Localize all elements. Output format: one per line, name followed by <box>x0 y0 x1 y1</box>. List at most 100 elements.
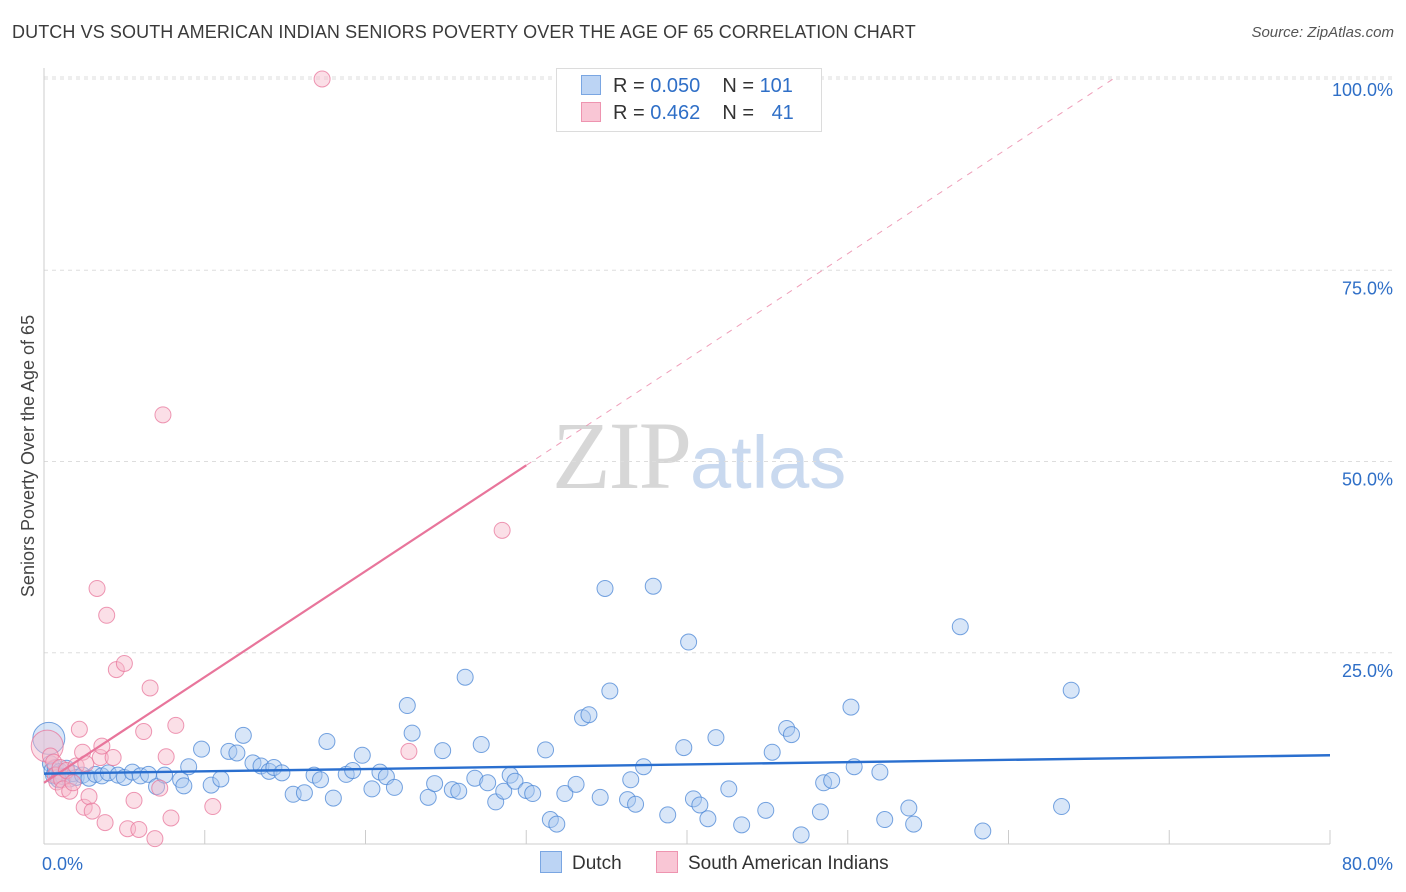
bottom-swatch-dutch <box>540 851 562 873</box>
sai-point <box>80 788 98 806</box>
bottom-legend-label-sai: South American Indians <box>688 853 889 874</box>
dutch-point <box>311 771 329 789</box>
bottom-legend-label-dutch: Dutch <box>572 853 622 874</box>
dutch-point <box>434 742 452 760</box>
dutch-point <box>273 764 291 782</box>
sai-point <box>154 406 172 424</box>
dutch-point <box>193 740 211 758</box>
dutch-point <box>622 771 640 789</box>
dutch-point <box>792 826 810 844</box>
y-tick-label: 100.0% <box>1332 80 1393 100</box>
sai-point <box>75 798 93 816</box>
dutch-point <box>202 776 220 794</box>
dutch-point <box>680 633 698 651</box>
legend-r-label-sai: R = <box>613 102 651 124</box>
sai-trend-extension <box>525 78 1114 466</box>
dutch-point <box>591 788 609 806</box>
legend-row-sai: R = 0.462 N = 41 <box>581 102 794 125</box>
dutch-point <box>212 770 230 788</box>
sai-point <box>130 820 148 838</box>
sai-point <box>88 579 106 597</box>
dutch-point <box>811 803 829 821</box>
dutch-point <box>398 697 416 715</box>
y-tick-label: 25.0% <box>1342 661 1393 681</box>
dutch-point <box>951 618 969 636</box>
watermark-atlas: atlas <box>690 421 847 504</box>
dutch-point <box>733 816 751 834</box>
bottom-swatch-sai <box>656 851 678 873</box>
dutch-point <box>763 743 781 761</box>
sai-point <box>146 830 164 848</box>
legend-n-label-sai: N = <box>722 102 760 124</box>
dutch-point <box>707 729 725 747</box>
sai-point <box>70 720 88 738</box>
x-tick-label: 80.0% <box>1342 854 1393 874</box>
dutch-point <box>344 762 362 780</box>
dutch-point <box>456 668 474 686</box>
dutch-point <box>234 726 252 744</box>
sai-point <box>54 780 72 798</box>
dutch-point <box>295 784 313 802</box>
dutch-point <box>472 736 490 754</box>
dutch-point <box>782 726 800 744</box>
dutch-point <box>1053 798 1071 816</box>
watermark-zip: ZIP <box>552 402 692 509</box>
legend-n-value-sai: 41 <box>771 102 794 124</box>
dutch-point <box>556 785 574 803</box>
legend-n-value-dutch: 101 <box>759 75 793 97</box>
dutch-point <box>419 788 437 806</box>
dutch-point <box>691 796 709 814</box>
dutch-point <box>385 778 403 796</box>
dutch-trend-line <box>43 754 1331 775</box>
bottom-legend-dutch: Dutch <box>540 851 622 875</box>
sai-point <box>83 802 101 820</box>
dutch-point <box>842 698 860 716</box>
dutch-point <box>318 732 336 750</box>
sai-point <box>125 791 143 809</box>
dutch-point <box>580 706 598 724</box>
dutch-point <box>1062 681 1080 699</box>
dutch-point <box>466 769 484 787</box>
source-label: Source: ZipAtlas.com <box>1251 24 1394 41</box>
dutch-point <box>495 782 513 800</box>
sai-point <box>162 809 180 827</box>
y-tick-label: 50.0% <box>1342 470 1393 490</box>
chart-title: DUTCH VS SOUTH AMERICAN INDIAN SENIORS P… <box>12 22 916 42</box>
sai-point <box>141 679 159 697</box>
sai-point <box>115 654 133 672</box>
legend-r-value-dutch: 0.050 <box>650 75 701 97</box>
dutch-point <box>876 811 894 829</box>
dutch-point <box>757 801 775 819</box>
sai-point <box>151 779 169 797</box>
watermark: ZIPatlas <box>552 400 846 511</box>
legend-n-label-dutch: N = <box>722 75 760 97</box>
sai-point <box>98 606 116 624</box>
dutch-point <box>871 763 889 781</box>
dutch-point <box>109 766 127 784</box>
dutch-point <box>974 822 992 840</box>
dutch-point <box>479 774 497 792</box>
legend-r-label-dutch: R = <box>613 75 651 97</box>
legend-swatch-dutch <box>581 75 601 95</box>
y-axis-title: Seniors Poverty Over the Age of 65 <box>18 315 38 597</box>
dutch-point <box>567 775 585 793</box>
sai-point <box>96 814 114 832</box>
dutch-point <box>450 782 468 800</box>
dutch-point <box>635 758 653 776</box>
dutch-point <box>905 815 923 833</box>
dutch-point <box>403 724 421 742</box>
sai-point <box>135 723 153 741</box>
dutch-point <box>659 806 677 824</box>
dutch-point <box>524 785 542 803</box>
sai-trend-line <box>43 464 527 784</box>
dutch-point <box>823 772 841 790</box>
dutch-point <box>601 682 619 700</box>
sai-point <box>64 774 82 792</box>
dutch-point <box>228 744 246 762</box>
dutch-point <box>506 772 524 790</box>
dutch-point <box>699 810 717 828</box>
sai-point <box>104 749 122 767</box>
sai-point <box>400 742 418 760</box>
dutch-point <box>443 781 461 799</box>
dutch-point <box>720 780 738 798</box>
